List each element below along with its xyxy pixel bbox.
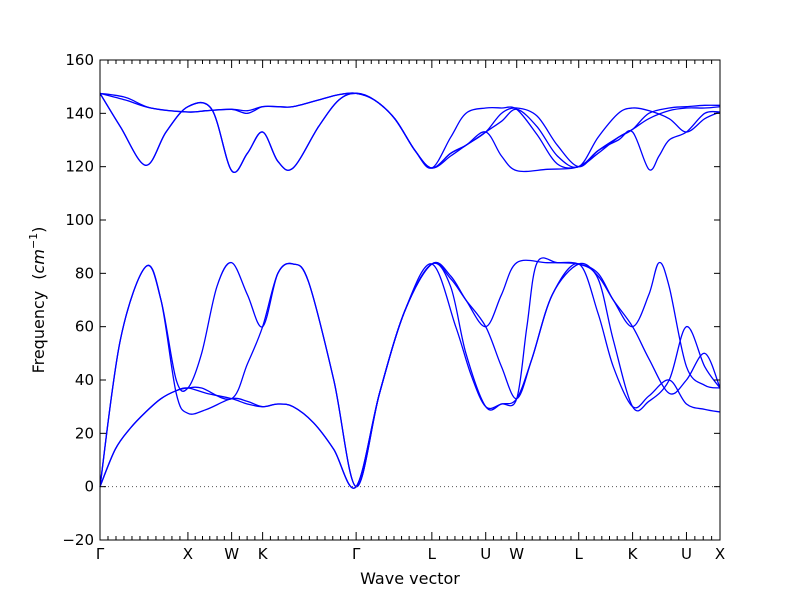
y-axis-label-paren-open: ( bbox=[29, 273, 48, 279]
y-tick-labels: −20 0 20 40 60 80 100 120 140 160 bbox=[62, 51, 94, 549]
x-tick-label-11: U bbox=[681, 545, 692, 563]
dispersion-branch-3 bbox=[99, 257, 721, 489]
y-axis-label-text: Frequency bbox=[29, 291, 48, 374]
y-axis-label: Frequency (cm−1) bbox=[27, 227, 48, 374]
y-tick-label: 140 bbox=[65, 104, 94, 122]
y-tick-label: 40 bbox=[75, 371, 94, 389]
y-tick-label: 160 bbox=[65, 51, 94, 69]
dispersion-branch-4 bbox=[99, 259, 721, 488]
plot-frame bbox=[99, 59, 721, 541]
x-tick-label-4: K bbox=[258, 545, 269, 563]
y-tick-label: −20 bbox=[62, 531, 94, 549]
y-axis-label-unit: cm bbox=[29, 249, 48, 273]
x-tick-label-10: K bbox=[628, 545, 639, 563]
x-tick-label-3: W bbox=[224, 545, 239, 563]
y-axis-label-unit-exponent: −1 bbox=[27, 233, 40, 249]
axis-ticks bbox=[99, 59, 721, 541]
x-tick-label-12: X bbox=[715, 545, 725, 563]
dispersion-curves bbox=[99, 92, 721, 489]
x-tick-label-8: W bbox=[509, 545, 524, 563]
y-tick-label: 20 bbox=[75, 424, 94, 442]
x-tick-label-6: L bbox=[428, 545, 437, 563]
x-tick-label-2: X bbox=[183, 545, 193, 563]
y-tick-label: 0 bbox=[84, 478, 94, 496]
y-tick-label: 100 bbox=[65, 211, 94, 229]
y-tick-label: 60 bbox=[75, 318, 94, 336]
x-tick-label-7: U bbox=[480, 545, 491, 563]
y-tick-label: 120 bbox=[65, 158, 94, 176]
y-tick-label: 80 bbox=[75, 264, 94, 282]
y-axis-label-paren-close: ) bbox=[29, 227, 48, 233]
dispersion-branch-8 bbox=[99, 92, 721, 173]
x-tick-label-5: Γ bbox=[352, 545, 361, 563]
x-tick-label-1: Γ bbox=[96, 545, 105, 563]
x-tick-label-9: L bbox=[575, 545, 584, 563]
x-axis-label: Wave vector bbox=[360, 569, 460, 588]
